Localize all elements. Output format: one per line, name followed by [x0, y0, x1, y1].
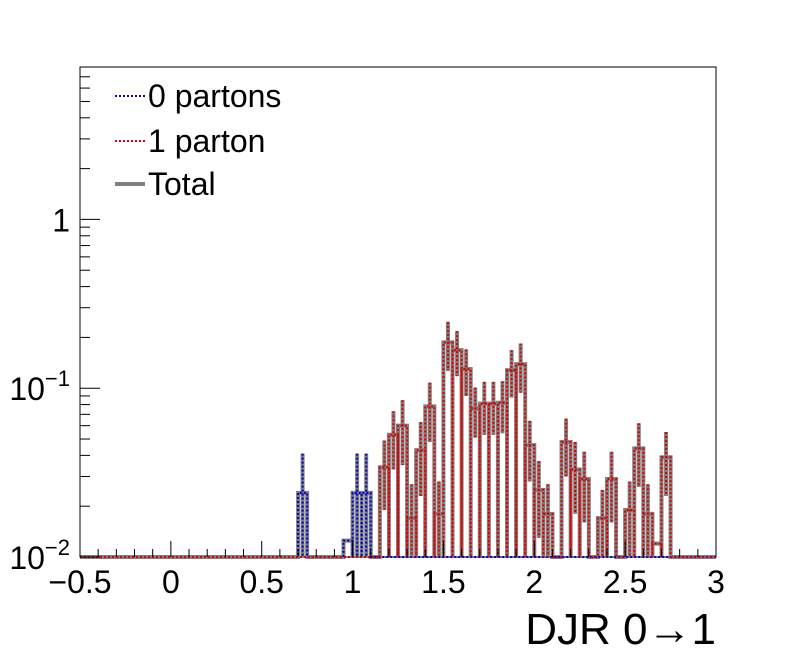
legend-label-total: Total — [148, 166, 216, 202]
y-tick-label: 1 — [52, 202, 70, 238]
x-tick-label: −0.5 — [48, 564, 111, 600]
x-tick-label: 0.5 — [239, 564, 283, 600]
y-tick-label: 10−1 — [9, 366, 70, 407]
y-tick-label: 10−2 — [9, 535, 70, 576]
series-1-parton-line — [80, 341, 716, 558]
x-tick-label: 2.5 — [603, 564, 647, 600]
x-tick-label: 1.5 — [421, 564, 465, 600]
legend: 0 partons 1 parton Total — [115, 78, 281, 202]
x-tick-label: 0 — [162, 564, 180, 600]
legend-label-0-partons: 0 partons — [148, 78, 281, 114]
ticks-layer: −0.5 0 0.5 1 1.5 2 2.5 3 10−2 10−1 1 — [9, 66, 725, 600]
x-axis-title: DJR 0→1 — [525, 605, 716, 654]
x-tick-label: 3 — [707, 564, 725, 600]
legend-label-1-parton: 1 parton — [148, 123, 265, 159]
x-tick-label: 2 — [525, 564, 543, 600]
x-tick-label: 1 — [344, 564, 362, 600]
